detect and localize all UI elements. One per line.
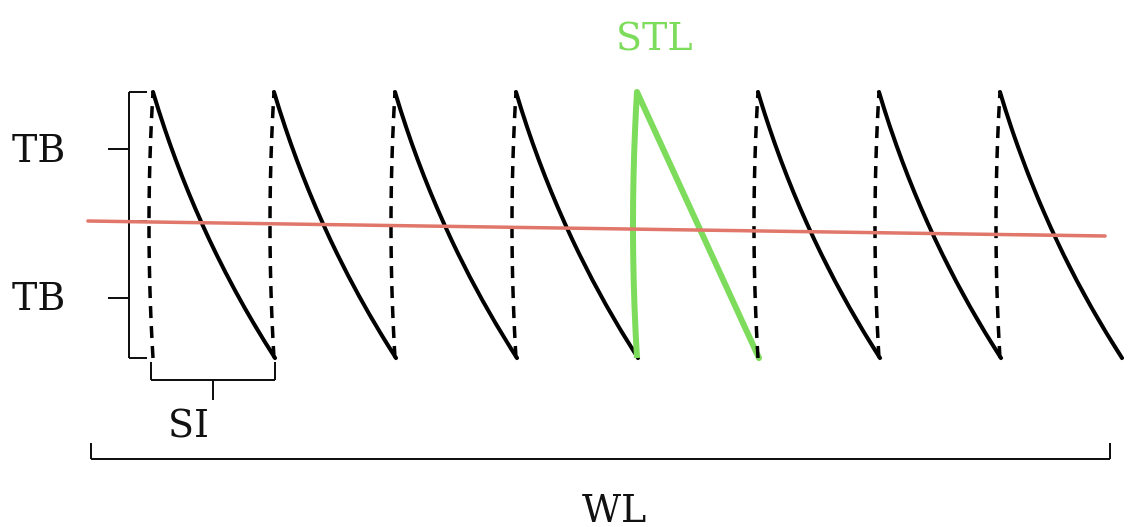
wave-falling-edge [877, 90, 1003, 360]
tb-upper-label: TB [12, 127, 65, 171]
si-bracket [150, 362, 276, 400]
wl-bracket [90, 443, 1111, 460]
tb-bracket [108, 91, 147, 359]
sawtooth-wave [389, 90, 519, 360]
tb-lower-label: TB [12, 275, 65, 319]
sawtooth-wave [752, 90, 882, 360]
wave-rising-edge [147, 91, 155, 359]
wave-falling-edge [998, 90, 1124, 360]
highlighted-wave [630, 89, 762, 361]
wave-falling-edge [634, 89, 762, 361]
wave-falling-edge [514, 90, 640, 360]
wave-falling-edge [393, 90, 519, 360]
wave-rising-edge [510, 91, 518, 359]
wave-rising-edge [630, 91, 640, 359]
wave-rising-edge [994, 91, 1002, 359]
wave-falling-edge [756, 90, 882, 360]
wl-label: WL [582, 487, 646, 527]
wave-falling-edge [272, 90, 398, 360]
sawtooth-wave [510, 90, 640, 360]
sawtooth-wave [873, 90, 1003, 360]
si-label: SI [168, 402, 209, 446]
stl-label: STL [616, 15, 693, 59]
wave-rising-edge [752, 91, 760, 359]
sawtooth-wave [994, 90, 1124, 360]
trend-line [86, 219, 1107, 238]
sawtooth-wave [147, 90, 277, 360]
wave-rising-edge [873, 91, 881, 359]
sawtooth-wave [268, 90, 398, 360]
wave-falling-edge [151, 90, 277, 360]
